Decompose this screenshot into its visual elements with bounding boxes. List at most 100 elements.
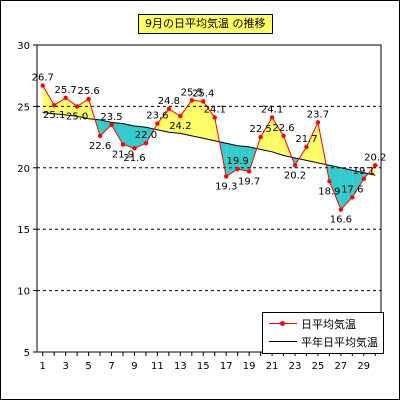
daily-point-10 [143,141,149,146]
data-label-18: 19.9 [227,156,249,167]
data-label-10: 22.0 [135,130,157,141]
x-tick-label-15: 15 [197,361,210,372]
legend: 日平均気温 平年日平均気温 [262,312,384,354]
daily-point-2 [52,102,57,108]
daily-point-7 [109,122,114,128]
below-normal-fill [100,119,112,136]
legend-normal-line [269,341,297,342]
data-label-14: 25.5 [181,87,203,98]
normal-series [42,112,376,176]
daily-point-4 [74,104,80,109]
x-tick-label-29: 29 [357,361,370,372]
data-label-11: 23.6 [146,111,168,122]
daily-point-13 [178,114,183,119]
data-label-9: 21.6 [123,153,145,164]
y-tick-label-10: 10 [17,287,30,298]
daily-point-24 [304,144,309,150]
data-label-19: 19.7 [238,176,260,187]
below-normal-fill [134,126,146,149]
legend-item-normal: 平年日平均気温 [269,334,378,350]
data-label-23: 20.2 [284,170,306,181]
daily-point-22 [281,133,286,139]
daily-point-9 [132,145,137,151]
legend-daily-marker [280,321,285,326]
x-tick-label-3: 3 [62,361,68,372]
daily-point-17 [224,174,229,179]
above-normal-fill [191,100,204,139]
daily-point-3 [63,95,68,101]
data-label-12: 24.8 [158,96,180,107]
normal-temperature-line [42,112,376,176]
x-tick-label-7: 7 [108,361,114,372]
x-tick-label-19: 19 [243,361,256,372]
daily-point-14 [189,98,194,103]
above-normal-fill [180,100,192,136]
above-normal-fill [306,122,318,163]
x-tick-label-23: 23 [289,361,302,372]
above-normal-fill [54,97,66,115]
x-tick-label-17: 17 [220,361,233,372]
data-label-5: 25.6 [77,86,99,97]
daily-temperature-line [42,85,376,211]
y-tick-label-5: 5 [24,348,30,359]
data-label-6: 22.6 [89,141,111,152]
chart-title: 9月の日平均気温 の推移 [138,14,273,34]
x-tick-label-1: 1 [40,361,46,372]
y-tick-label-15: 15 [17,225,30,236]
daily-point-1 [40,83,45,88]
data-label-1: 26.7 [32,73,54,84]
daily-point-21 [269,115,275,120]
data-label-27: 16.6 [330,215,352,226]
daily-point-5 [86,96,91,102]
x-tick-label-27: 27 [334,361,347,372]
daily-point-30 [373,163,378,168]
data-label-7: 23.5 [100,112,122,123]
legend-normal-swatch [269,334,297,350]
daily-point-18 [235,166,240,172]
y-tick-label-25: 25 [17,102,30,113]
legend-daily-label: 日平均気温 [301,318,356,331]
data-label-26: 18.9 [318,186,340,197]
data-label-16: 24.1 [204,104,226,115]
daily-series [40,83,378,212]
daily-point-6 [97,133,103,139]
daily-point-23 [292,163,298,168]
data-labels: 26.7 25.1 25.7 25.0 25.6 22.6 23.5 21.921.6 22.0… [32,73,387,226]
legend-normal-label: 平年日平均気温 [301,336,378,349]
x-tick-label-25: 25 [312,361,325,372]
above-normal-fill [65,97,78,117]
data-label-28: 17.6 [341,184,363,195]
data-label-8: 21.9 [112,149,134,160]
data-label-25: 23.7 [307,109,329,120]
data-label-29: 19.1 [353,166,375,177]
daily-point-11 [155,121,160,126]
below-normal-fill [329,165,341,210]
daily-point-28 [350,195,355,200]
below-normal-fill [237,145,250,172]
above-normal-fill [272,117,284,156]
data-label-13: 24.2 [169,121,191,132]
data-label-2: 25.1 [43,110,65,121]
daily-point-16 [212,115,217,120]
data-label-24: 21.7 [295,134,317,145]
data-label-3: 25.7 [55,85,77,96]
daily-point-8 [120,142,126,147]
daily-point-26 [327,179,332,184]
daily-point-19 [246,169,252,174]
below-normal-fill [123,123,135,149]
y-tick-label-20: 20 [17,164,30,175]
y-tick-label-30: 30 [17,41,30,52]
legend-item-daily: 日平均気温 [269,316,356,332]
plot-area [36,44,382,353]
x-tick-label-11: 11 [151,361,164,372]
above-normal-fill [77,99,89,119]
data-label-30: 20.2 [364,152,386,163]
above-normal-fill [168,108,181,134]
below-normal-fill [340,167,353,210]
data-label-20: 22.5 [249,124,271,135]
daily-point-12 [166,106,172,112]
legend-daily-swatch [269,316,297,332]
x-tick-label-21: 21 [266,361,279,372]
x-tick-label-9: 9 [131,361,137,372]
